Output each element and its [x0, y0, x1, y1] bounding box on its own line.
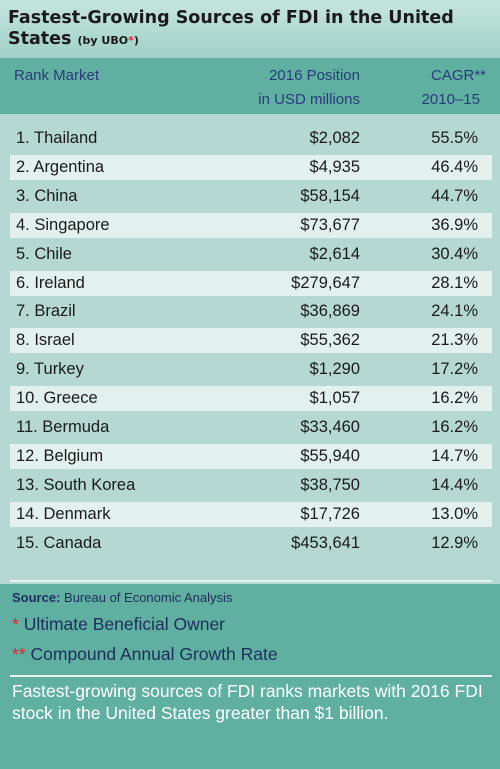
cagr-cell: 55.5% [431, 129, 478, 147]
footer-notes: Source: Bureau of Economic Analysis * Ul… [0, 584, 500, 769]
rank-market-cell: 9. Turkey [16, 360, 84, 379]
position-cell: $55,940 [300, 446, 360, 465]
page-title: Fastest-Growing Sources of FDI in the Un… [8, 8, 478, 51]
col-cagr-period: 2010–15 [421, 91, 480, 108]
rank-market-cell: 8. Israel [16, 331, 75, 350]
table-row: 12. Belgium $55,940 14.7% [10, 443, 492, 469]
table-row: 8. Israel $55,362 21.3% [10, 328, 492, 354]
table-row: 11. Bermuda $33,460 16.2% [10, 415, 492, 440]
footnote-text: Compound Annual Growth Rate [30, 644, 278, 664]
title-subtitle: (by UBO*) [78, 34, 139, 47]
footnote-marker: ** [12, 644, 26, 664]
position-cell: $1,057 [309, 389, 360, 408]
cagr-cell: 12.9% [431, 533, 478, 552]
description-text: Fastest-growing sources of FDI ranks mar… [12, 681, 483, 723]
title-banner: Fastest-Growing Sources of FDI in the Un… [0, 0, 500, 58]
cagr-cell: 14.7% [431, 446, 478, 465]
table-row: 7. Brazil $36,869 24.1% [10, 299, 492, 325]
table-row: 15. Canada $453,641 12.9% [10, 530, 492, 556]
col-rank-market: Rank Market [14, 67, 100, 84]
title-main: Fastest-Growing Sources of FDI in the Un… [8, 8, 454, 49]
subtitle-star: * [128, 34, 134, 47]
cagr-cell: 28.1% [431, 273, 478, 292]
cagr-cell: 13.0% [431, 504, 478, 523]
rank-market-cell: 13. South Korea [16, 475, 136, 494]
table-row: 4. Singapore $73,677 36.9% [10, 212, 492, 238]
position-cell: $4,935 [309, 157, 360, 176]
subtitle-prefix: (by UBO [77, 34, 129, 47]
subtitle-suffix: ) [133, 34, 139, 47]
rank-market-cell: 5. Chile [16, 244, 72, 263]
source-text: Bureau of Economic Analysis [64, 590, 233, 605]
rank-market-cell: 3. China [16, 186, 78, 205]
col-position: 2016 Position [269, 67, 360, 84]
rank-market-cell: 15. Canada [16, 533, 102, 552]
rank-market-cell: 11. Bermuda [16, 418, 110, 436]
source-label: Source: [12, 590, 61, 605]
footnote-marker: * [12, 614, 19, 634]
col-position-unit: in USD millions [258, 91, 360, 108]
rank-market-cell: 7. Brazil [16, 302, 76, 321]
cagr-cell: 17.2% [431, 360, 478, 379]
rank-market-cell: 4. Singapore [16, 215, 110, 234]
cagr-cell: 46.4% [431, 157, 478, 176]
rank-market-cell: 10. Greece [16, 389, 98, 408]
ranking-table: 1. Thailand $2,082 55.5% 2. Argentina $4,935… [0, 114, 500, 570]
table-row: 6. Ireland $279,647 28.1% [10, 270, 492, 296]
source-line: Source: Bureau of Economic Analysis [12, 590, 232, 605]
rank-market-cell: 1. Thailand [16, 129, 98, 147]
table-row: 14. Denmark $17,726 13.0% [10, 501, 492, 527]
position-cell: $33,460 [300, 418, 360, 436]
position-cell: $1,290 [309, 360, 360, 379]
table-row: 3. China $58,154 44.7% [10, 183, 492, 209]
table-row: 10. Greece $1,057 16.2% [10, 386, 492, 412]
table-divider [10, 580, 492, 582]
footnote-cagr: ** Compound Annual Growth Rate [12, 644, 278, 665]
position-cell: $38,750 [300, 475, 360, 494]
table-row: 5. Chile $2,614 30.4% [10, 241, 492, 267]
cagr-cell: 16.2% [431, 389, 478, 408]
position-cell: $2,614 [309, 244, 360, 263]
rank-market-cell: 14. Denmark [16, 504, 111, 523]
col-cagr: CAGR** [430, 67, 486, 84]
position-cell: $58,154 [300, 186, 360, 205]
table-row: 1. Thailand $2,082 55.5% [10, 126, 492, 151]
position-cell: $2,082 [309, 129, 360, 147]
cagr-cell: 36.9% [431, 215, 478, 234]
rank-market-cell: 12. Belgium [16, 446, 104, 465]
position-cell: $279,647 [291, 273, 360, 292]
footnote-text: Ultimate Beneficial Owner [23, 614, 226, 634]
position-cell: $73,677 [300, 215, 360, 234]
footnote-ubo: * Ultimate Beneficial Owner [12, 614, 225, 635]
rank-market-cell: 2. Argentina [16, 157, 105, 176]
position-cell: $453,641 [291, 533, 360, 552]
column-header: Rank Market 2016 Position in USD million… [0, 58, 500, 114]
table-row: 9. Turkey $1,290 17.2% [10, 357, 492, 383]
table-row: 13. South Korea $38,750 14.4% [10, 472, 492, 498]
cagr-cell: 16.2% [431, 418, 478, 436]
cagr-cell: 24.1% [431, 302, 478, 321]
cagr-cell: 44.7% [431, 186, 478, 205]
position-cell: $17,726 [300, 504, 360, 523]
position-cell: $36,869 [300, 302, 360, 321]
rank-market-cell: 6. Ireland [16, 273, 85, 292]
cagr-cell: 14.4% [431, 475, 478, 494]
table-row: 2. Argentina $4,935 46.4% [10, 154, 492, 180]
footer-divider [10, 675, 492, 677]
position-cell: $55,362 [300, 331, 360, 350]
cagr-cell: 21.3% [431, 331, 478, 350]
cagr-cell: 30.4% [431, 244, 478, 263]
